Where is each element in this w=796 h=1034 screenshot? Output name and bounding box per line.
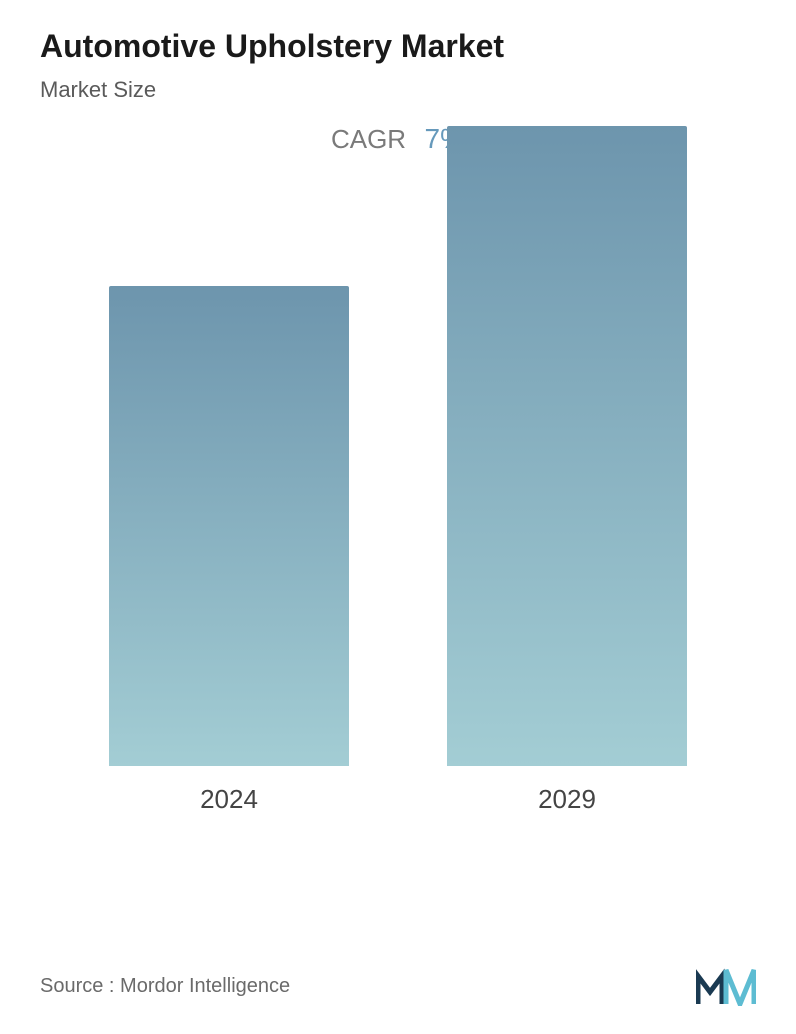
chart-area: 2024 2029: [0, 175, 796, 875]
logo-icon: [696, 966, 756, 1006]
bar-label-2024: 2024: [200, 784, 258, 815]
bar-2029: [447, 126, 687, 766]
bar-label-2029: 2029: [538, 784, 596, 815]
source-text: Source : Mordor Intelligence: [40, 975, 290, 998]
page-subtitle: Market Size: [40, 77, 756, 103]
cagr-label: CAGR: [331, 124, 406, 154]
bar-2024: [109, 286, 349, 766]
page-title: Automotive Upholstery Market: [40, 28, 756, 65]
bar-group-2029: 2029: [447, 126, 687, 815]
bar-group-2024: 2024: [109, 286, 349, 815]
footer: Source : Mordor Intelligence: [40, 966, 756, 1006]
bars-container: 2024 2029: [0, 175, 796, 815]
